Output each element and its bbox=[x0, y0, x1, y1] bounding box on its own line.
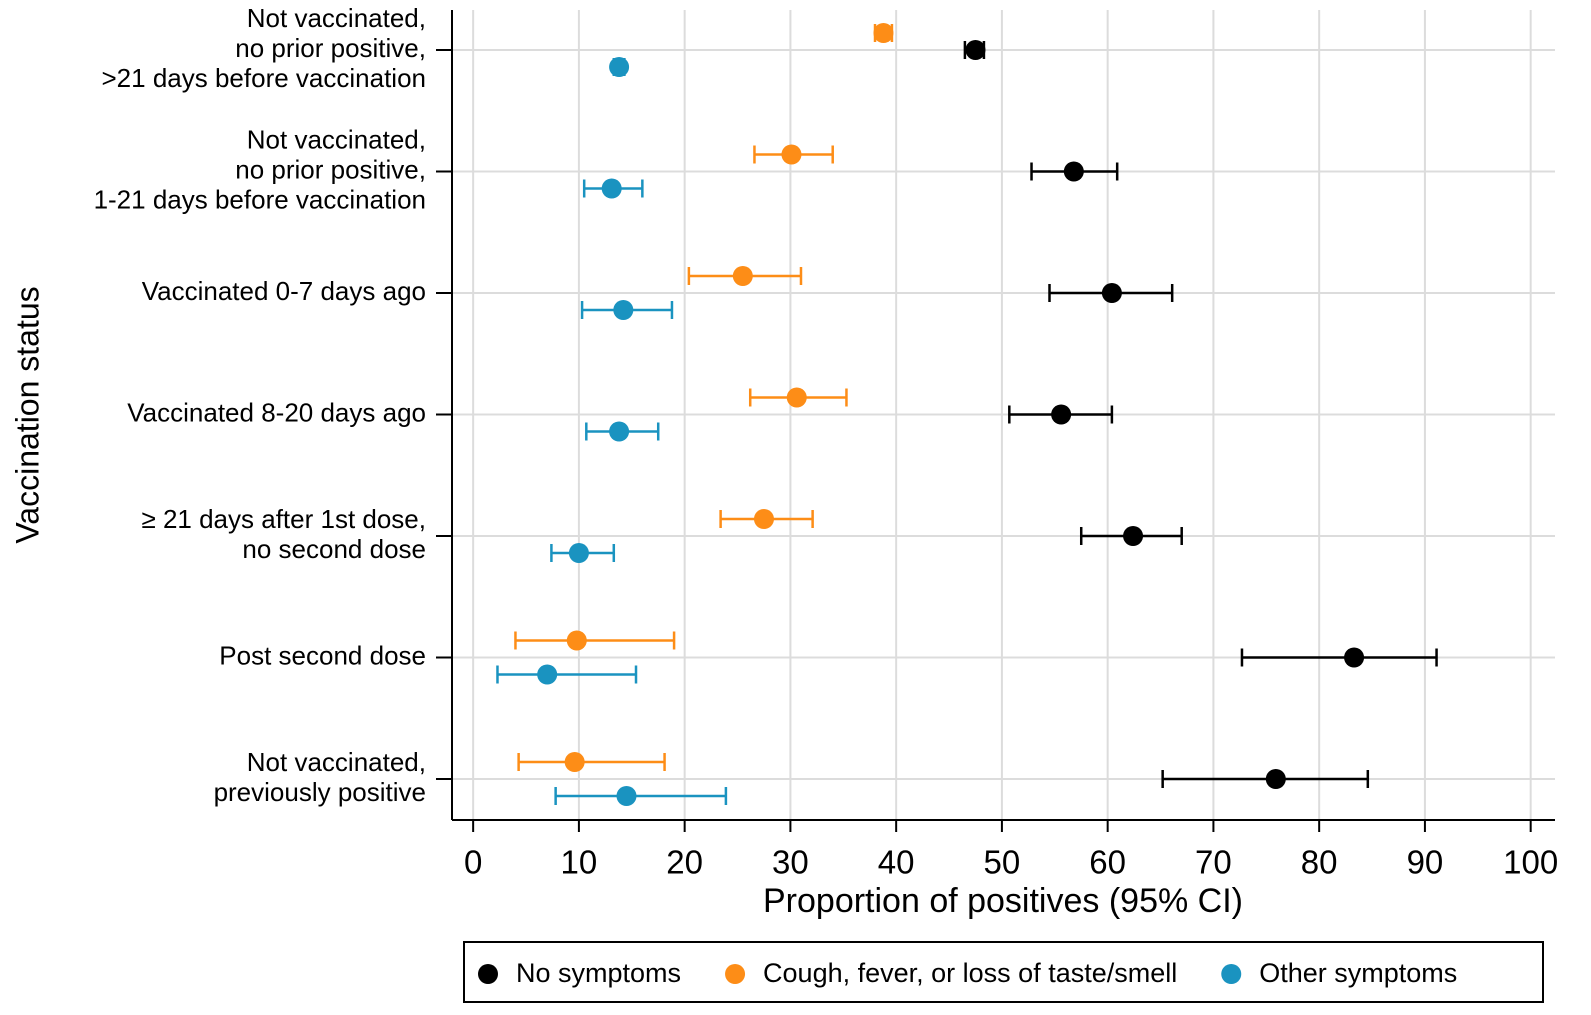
dot bbox=[568, 543, 589, 563]
y-tick-label: previously positive bbox=[214, 777, 426, 807]
dot bbox=[781, 144, 802, 165]
x-tick-label: 20 bbox=[666, 844, 703, 881]
dot bbox=[609, 421, 630, 442]
dot bbox=[564, 752, 585, 772]
dot bbox=[873, 23, 894, 43]
x-tick-label: 90 bbox=[1407, 844, 1444, 881]
x-tick-label: 30 bbox=[772, 844, 809, 881]
x-tick-label: 60 bbox=[1089, 844, 1126, 881]
x-tick-label: 70 bbox=[1195, 844, 1232, 881]
dot bbox=[1063, 161, 1084, 182]
x-tick-label: 80 bbox=[1301, 844, 1338, 881]
legend-box bbox=[463, 941, 1544, 1003]
dot bbox=[1344, 647, 1365, 668]
legend-marker bbox=[478, 964, 498, 984]
dot bbox=[616, 786, 637, 806]
dot bbox=[1051, 404, 1072, 425]
x-tick-label: 10 bbox=[561, 844, 598, 881]
dot bbox=[1265, 769, 1286, 789]
dot bbox=[732, 266, 753, 286]
y-tick-label: Not vaccinated, bbox=[247, 747, 426, 777]
legend-label: Cough, fever, or loss of taste/smell bbox=[763, 958, 1177, 988]
dot bbox=[786, 387, 807, 408]
dot bbox=[1101, 283, 1122, 303]
x-axis-title: Proportion of positives (95% CI) bbox=[763, 882, 1243, 920]
y-tick-label: no second dose bbox=[242, 534, 426, 564]
y-tick-label: no prior positive, bbox=[235, 154, 426, 184]
y-tick-label: Vaccinated 0-7 days ago bbox=[142, 276, 426, 306]
x-tick-label: 0 bbox=[464, 844, 482, 881]
x-tick-label: 50 bbox=[984, 844, 1021, 881]
y-tick-label: no prior positive, bbox=[235, 33, 426, 63]
dot bbox=[609, 57, 630, 77]
y-tick-label: Post second dose bbox=[219, 640, 426, 670]
y-tick-label: ≥ 21 days after 1st dose, bbox=[141, 504, 426, 534]
dot bbox=[753, 509, 774, 529]
y-axis-title: Vaccination status bbox=[9, 286, 45, 543]
dot bbox=[1123, 526, 1144, 546]
y-tick-label: Vaccinated 8-20 days ago bbox=[127, 397, 426, 427]
legend-marker bbox=[1221, 964, 1242, 984]
legend-label: No symptoms bbox=[516, 958, 681, 988]
y-tick-label: Not vaccinated, bbox=[247, 3, 426, 33]
y-tick-label: Not vaccinated, bbox=[247, 124, 426, 154]
legend-marker bbox=[725, 964, 746, 984]
y-tick-label: >21 days before vaccination bbox=[102, 63, 427, 93]
dot bbox=[537, 664, 558, 685]
dot bbox=[566, 630, 587, 651]
dot bbox=[601, 178, 622, 199]
dot bbox=[965, 40, 986, 60]
dot bbox=[613, 300, 634, 320]
x-tick-label: 40 bbox=[878, 844, 915, 881]
y-tick-label: 1-21 days before vaccination bbox=[94, 184, 426, 214]
x-tick-label: 100 bbox=[1503, 844, 1558, 881]
legend-label: Other symptoms bbox=[1259, 958, 1457, 988]
